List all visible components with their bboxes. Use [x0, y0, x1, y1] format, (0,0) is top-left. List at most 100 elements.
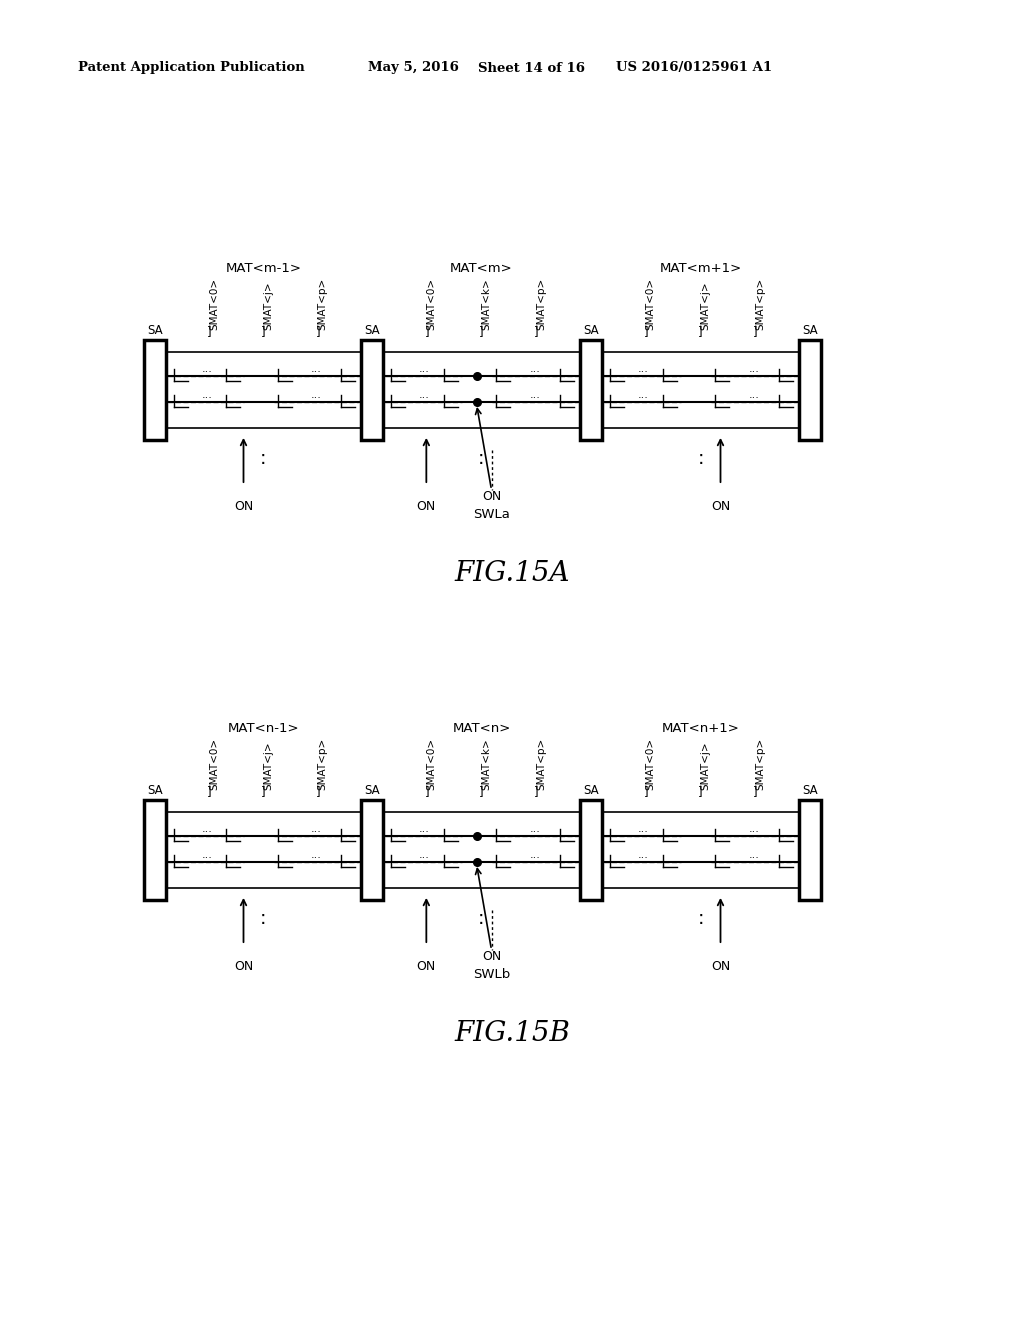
Text: ]: ]	[261, 325, 266, 338]
Text: MAT<n+1>: MAT<n+1>	[662, 722, 739, 734]
Text: SMAT<p>: SMAT<p>	[317, 277, 328, 330]
Text: SA: SA	[802, 784, 818, 797]
Text: ]: ]	[207, 325, 212, 338]
Text: ON: ON	[711, 500, 730, 513]
Text: ...: ...	[638, 824, 648, 834]
Text: ]: ]	[261, 785, 266, 799]
Text: ...: ...	[749, 389, 759, 400]
Text: ON: ON	[482, 490, 501, 503]
Text: ]: ]	[698, 785, 702, 799]
Text: ...: ...	[419, 850, 430, 861]
Text: ...: ...	[638, 389, 648, 400]
Text: ...: ...	[749, 364, 759, 374]
Text: SA: SA	[584, 784, 599, 797]
Text: SMAT<p>: SMAT<p>	[537, 277, 546, 330]
Text: ...: ...	[749, 824, 759, 834]
Text: MAT<m-1>: MAT<m-1>	[225, 261, 301, 275]
Text: SMAT<k>: SMAT<k>	[481, 279, 492, 330]
Text: SMAT<0>: SMAT<0>	[646, 279, 655, 330]
Text: SA: SA	[584, 323, 599, 337]
Text: ]: ]	[207, 785, 212, 799]
Bar	[361, 341, 383, 440]
Text: ...: ...	[202, 824, 212, 834]
Text: ]: ]	[315, 325, 321, 338]
Text: MAT<m+1>: MAT<m+1>	[659, 261, 741, 275]
Text: ]: ]	[643, 785, 648, 799]
Text: :: :	[260, 449, 266, 467]
Text: MAT<n>: MAT<n>	[453, 722, 511, 734]
Text: ...: ...	[638, 364, 648, 374]
Text: SMAT<p>: SMAT<p>	[317, 738, 328, 789]
Bar	[361, 800, 383, 900]
Text: SA: SA	[147, 784, 163, 797]
Bar	[580, 341, 602, 440]
Text: Sheet 14 of 16: Sheet 14 of 16	[478, 62, 585, 74]
Text: ]: ]	[643, 325, 648, 338]
Text: ...: ...	[638, 850, 648, 861]
Bar	[799, 800, 821, 900]
Text: ...: ...	[311, 389, 322, 400]
Text: SMAT<0>: SMAT<0>	[427, 738, 437, 789]
Bar	[799, 341, 821, 440]
Text: ]: ]	[753, 325, 758, 338]
Text: :: :	[697, 908, 703, 928]
Text: ...: ...	[529, 824, 541, 834]
Text: SMAT<j>: SMAT<j>	[263, 281, 273, 330]
Text: :: :	[478, 908, 484, 928]
Text: ]: ]	[534, 785, 539, 799]
Text: ...: ...	[529, 389, 541, 400]
Text: SA: SA	[365, 784, 380, 797]
Text: :: :	[260, 908, 266, 928]
Text: ]: ]	[479, 325, 483, 338]
Text: Patent Application Publication: Patent Application Publication	[78, 62, 305, 74]
Text: ...: ...	[529, 850, 541, 861]
Text: ON: ON	[233, 500, 253, 513]
Text: US 2016/0125961 A1: US 2016/0125961 A1	[616, 62, 772, 74]
Text: ...: ...	[202, 364, 212, 374]
Text: ...: ...	[749, 850, 759, 861]
Text: MAT<n-1>: MAT<n-1>	[227, 722, 299, 734]
Text: May 5, 2016: May 5, 2016	[368, 62, 459, 74]
Text: ]: ]	[424, 325, 429, 338]
Text: SMAT<0>: SMAT<0>	[646, 738, 655, 789]
Text: ...: ...	[311, 850, 322, 861]
Text: SWLa: SWLa	[473, 508, 510, 521]
Text: ]: ]	[753, 785, 758, 799]
Text: SMAT<0>: SMAT<0>	[209, 738, 219, 789]
Text: ON: ON	[417, 960, 436, 973]
Text: ...: ...	[311, 824, 322, 834]
Text: SMAT<j>: SMAT<j>	[700, 281, 711, 330]
Bar	[144, 341, 166, 440]
Text: ON: ON	[711, 960, 730, 973]
Text: SA: SA	[365, 323, 380, 337]
Text: SMAT<k>: SMAT<k>	[481, 738, 492, 789]
Text: SA: SA	[147, 323, 163, 337]
Text: :: :	[478, 449, 484, 467]
Text: SMAT<p>: SMAT<p>	[756, 738, 765, 789]
Text: ]: ]	[315, 785, 321, 799]
Text: ...: ...	[202, 850, 212, 861]
Text: ON: ON	[482, 950, 501, 964]
Text: SMAT<0>: SMAT<0>	[427, 279, 437, 330]
Text: SMAT<p>: SMAT<p>	[756, 277, 765, 330]
Text: ...: ...	[529, 364, 541, 374]
Bar	[144, 800, 166, 900]
Text: ...: ...	[419, 824, 430, 834]
Text: :: :	[697, 449, 703, 467]
Text: SMAT<j>: SMAT<j>	[263, 742, 273, 789]
Text: ...: ...	[419, 364, 430, 374]
Text: ]: ]	[424, 785, 429, 799]
Text: SMAT<0>: SMAT<0>	[209, 279, 219, 330]
Text: ]: ]	[698, 325, 702, 338]
Text: ...: ...	[311, 364, 322, 374]
Text: ]: ]	[534, 325, 539, 338]
Text: SMAT<p>: SMAT<p>	[537, 738, 546, 789]
Text: ON: ON	[233, 960, 253, 973]
Text: FIG.15A: FIG.15A	[455, 560, 569, 587]
Text: ]: ]	[479, 785, 483, 799]
Text: FIG.15B: FIG.15B	[454, 1020, 570, 1047]
Text: SA: SA	[802, 323, 818, 337]
Text: SMAT<j>: SMAT<j>	[700, 742, 711, 789]
Text: MAT<m>: MAT<m>	[451, 261, 513, 275]
Text: SWLb: SWLb	[473, 968, 510, 981]
